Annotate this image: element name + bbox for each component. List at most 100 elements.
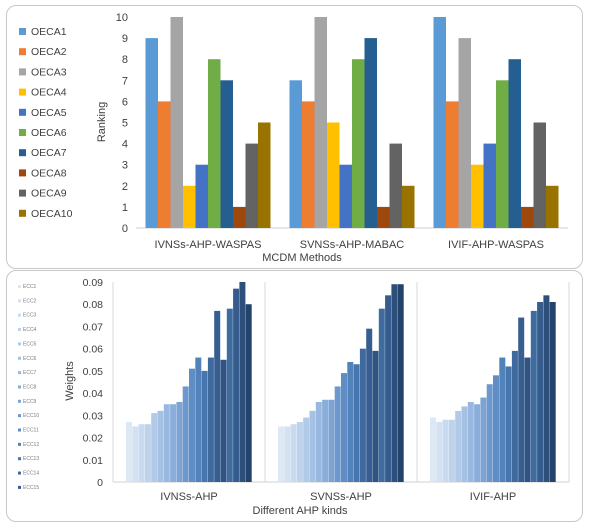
bar-ecc7 [315, 402, 322, 482]
bar-ecc10 [334, 386, 341, 482]
bar-ecc18 [537, 302, 544, 482]
x-axis-title: Different AHP kinds [253, 505, 348, 517]
y-tick-label: 7 [122, 75, 128, 87]
legend-swatch-ecc12 [18, 442, 21, 446]
x-category-label: IVIF-AHP-WASPAS [448, 239, 544, 251]
bar-oeca10 [402, 185, 415, 228]
legend-swatch-oeca7 [19, 149, 26, 157]
bar-ecc14 [511, 350, 518, 482]
bar-oeca5 [195, 164, 208, 228]
bar-ecc17 [226, 308, 233, 482]
bar-ecc18 [233, 288, 240, 482]
legend-label-oeca2: OECA2 [31, 46, 67, 58]
x-category-label: SVNSs-AHP [310, 491, 372, 503]
y-tick-label: 0.07 [83, 321, 104, 333]
bar-oeca9 [533, 122, 546, 228]
bar-ecc16 [372, 350, 379, 482]
bar-ecc13 [201, 370, 208, 482]
bar-ecc12 [195, 357, 202, 482]
bar-ecc11 [341, 373, 347, 482]
bar-oeca2 [446, 101, 459, 228]
bar-ecc9 [480, 397, 487, 482]
y-tick-label: 8 [122, 54, 128, 66]
y-tick-label: 0 [122, 223, 128, 235]
legend-label-ecc4: ECC4 [23, 327, 37, 333]
bar-ecc9 [328, 399, 335, 482]
bar-ecc7 [467, 402, 474, 482]
bar-ecc20 [549, 302, 556, 482]
x-category-label: SVNSs-AHP-MABAC [300, 239, 405, 251]
legend-label-ecc11: ECC11 [23, 428, 39, 434]
bar-ecc14 [207, 357, 214, 482]
legend-label-oeca10: OECA10 [31, 208, 73, 220]
bar-oeca8 [521, 206, 534, 228]
bar-ecc4 [296, 422, 303, 482]
legend-label-oeca6: OECA6 [31, 127, 67, 139]
bar-ecc8 [170, 404, 177, 482]
bar-ecc15 [366, 328, 373, 482]
bar-oeca6 [208, 59, 221, 229]
x-axis-title: MCDM Methods [262, 252, 342, 264]
legend-swatch-ecc9 [18, 399, 21, 403]
bar-ecc4 [144, 424, 151, 482]
legend-swatch-oeca9 [19, 189, 26, 197]
bar-oeca1 [289, 80, 302, 228]
y-tick-label: 0.01 [83, 455, 104, 467]
y-tick-label: 3 [122, 160, 128, 172]
y-tick-label: 0.06 [83, 344, 104, 356]
bar-ecc15 [518, 317, 525, 482]
bar-ecc16 [220, 359, 227, 482]
legend-label-ecc15: ECC15 [23, 485, 39, 491]
bar-ecc17 [378, 308, 385, 482]
bar-oeca10 [546, 185, 559, 228]
y-axis-title: Weights [64, 361, 76, 401]
bar-oeca5 [483, 143, 496, 228]
bar-ecc12 [499, 357, 506, 482]
legend-label-oeca4: OECA4 [31, 87, 67, 99]
bar-ecc8 [322, 399, 329, 482]
bar-oeca6 [496, 80, 509, 228]
bar-ecc15 [214, 310, 221, 482]
bar-oeca3 [170, 17, 183, 228]
bar-ecc12 [347, 362, 354, 482]
bar-oeca4 [327, 122, 340, 228]
bar-ecc11 [493, 375, 499, 482]
bar-oeca4 [471, 164, 484, 228]
x-category-label: IVNSs-AHP-WASPAS [155, 239, 262, 251]
legend-swatch-ecc5 [18, 342, 21, 346]
y-tick-label: 4 [122, 139, 128, 151]
legend-label-ecc10: ECC10 [23, 413, 39, 419]
legend-label-ecc3: ECC3 [23, 313, 37, 319]
legend-swatch-ecc7 [18, 371, 21, 375]
bar-ecc3 [442, 419, 449, 482]
bar-ecc6 [461, 406, 468, 482]
bar-ecc20 [245, 304, 252, 482]
legend-swatch-oeca5 [19, 108, 26, 116]
bar-oeca2 [158, 101, 171, 228]
x-category-label: IVIF-AHP [470, 491, 516, 503]
bar-oeca5 [339, 164, 352, 228]
bar-oeca7 [220, 80, 233, 228]
bar-ecc6 [309, 410, 316, 482]
bar-oeca7 [508, 59, 521, 229]
bar-ecc13 [353, 364, 360, 482]
legend-swatch-ecc10 [18, 414, 21, 418]
legend-swatch-oeca10 [19, 209, 26, 217]
bar-ecc5 [303, 417, 310, 482]
legend-swatch-ecc14 [18, 471, 21, 475]
legend-swatch-oeca1 [19, 28, 26, 35]
y-tick-label: 5 [122, 118, 128, 130]
bar-oeca9 [389, 143, 402, 228]
bar-ecc16 [524, 357, 531, 482]
bar-ecc10 [182, 386, 189, 482]
bar-ecc17 [530, 310, 537, 482]
bar-ecc5 [455, 410, 462, 482]
bar-ecc5 [151, 413, 158, 482]
ranking-chart: 0 1 2 3 4 5 6 7 8 9 10 IVNSs-AHP-WASPAS SVNSs-AHP-MA… [19, 12, 568, 264]
legend-swatch-ecc3 [18, 313, 21, 317]
legend-swatch-ecc15 [18, 485, 21, 489]
bar-oeca9 [245, 143, 258, 228]
bar-oeca8 [233, 206, 246, 228]
bar-ecc1 [430, 417, 436, 482]
legend-label-ecc12: ECC12 [23, 442, 39, 448]
